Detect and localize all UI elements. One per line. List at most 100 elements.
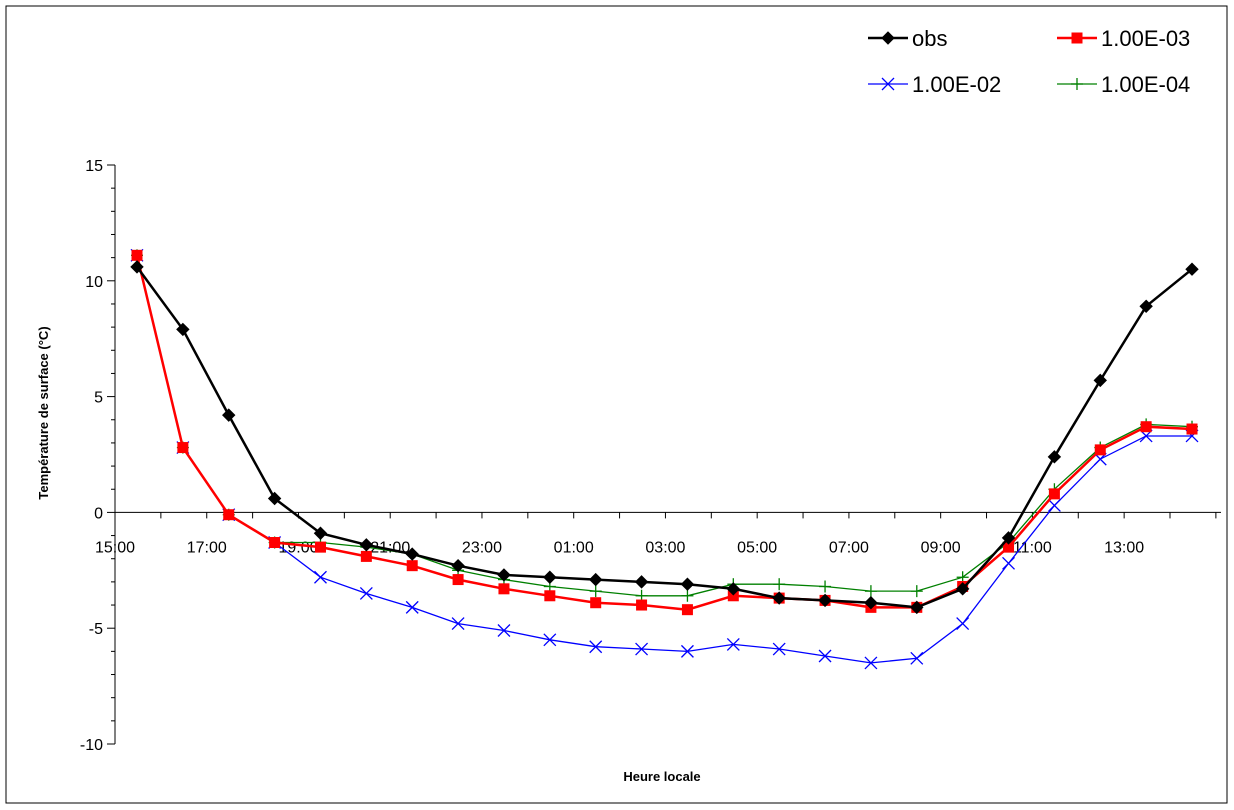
series-layer xyxy=(130,248,1199,670)
data-point-diamond xyxy=(497,568,511,582)
data-point-square xyxy=(498,583,510,595)
legend-label: obs xyxy=(912,26,947,51)
data-point-x xyxy=(314,570,327,584)
legend-item-1.00E-04: 1.00E-04 xyxy=(1057,72,1190,97)
x-tick-label: 15:00 xyxy=(95,539,135,556)
data-point-square xyxy=(544,590,556,602)
data-point-x xyxy=(1047,498,1061,512)
y-tick-label: 10 xyxy=(85,274,103,291)
data-point-x xyxy=(635,642,649,656)
series-1.00E-02 xyxy=(130,248,1199,670)
x-marker-stroke xyxy=(956,617,970,631)
x-marker-stroke xyxy=(359,587,373,600)
data-point-plus xyxy=(910,585,923,598)
series-1.00E-03 xyxy=(131,249,1198,616)
x-tick-label: 07:00 xyxy=(829,539,869,556)
y-axis-title: Température de surface (°C) xyxy=(36,326,51,499)
data-point-square xyxy=(177,442,189,454)
x-marker-stroke xyxy=(314,570,327,584)
data-point-x xyxy=(405,600,419,614)
legend-item-obs: obs xyxy=(868,26,947,51)
data-point-diamond xyxy=(910,600,924,615)
x-tick-label: 17:00 xyxy=(187,539,227,556)
data-point-diamond xyxy=(1001,531,1016,545)
data-point-diamond xyxy=(634,575,649,589)
legend-item-1.00E-02: 1.00E-02 xyxy=(868,72,1001,97)
data-point-plus xyxy=(864,585,877,598)
data-point-x xyxy=(543,633,557,647)
data-point-plus xyxy=(819,580,832,593)
data-point-diamond xyxy=(222,408,236,422)
data-point-x xyxy=(589,640,603,654)
data-point-square xyxy=(636,599,648,611)
data-point-diamond xyxy=(359,538,374,552)
legend-label: 1.00E-04 xyxy=(1101,72,1190,97)
y-tick-label: 0 xyxy=(94,505,103,522)
series-line xyxy=(136,255,1193,597)
legend: obs 1.00E-03 1.00E-02 1.00E-04 xyxy=(868,26,1190,97)
legend-label: 1.00E-02 xyxy=(912,72,1001,97)
data-point-square xyxy=(223,509,235,521)
x-axis-title: Heure locale xyxy=(623,769,700,784)
data-point-plus xyxy=(589,585,602,598)
data-point-square xyxy=(406,560,418,572)
series-line xyxy=(135,255,1193,611)
data-point-square xyxy=(1071,32,1083,44)
x-marker-stroke xyxy=(635,642,649,656)
data-point-diamond xyxy=(1093,373,1107,388)
y-tick-label: 15 xyxy=(85,158,103,175)
data-point-x xyxy=(910,651,924,665)
x-marker-stroke xyxy=(772,642,786,656)
data-point-diamond xyxy=(588,572,603,587)
data-point-square xyxy=(269,537,281,549)
x-tick-label: 23:00 xyxy=(462,539,502,556)
y-tick-label: 5 xyxy=(94,390,103,407)
data-point-plus xyxy=(773,578,786,591)
data-point-x xyxy=(881,77,895,91)
data-point-square xyxy=(452,574,464,586)
x-tick-label: 01:00 xyxy=(554,539,594,556)
x-marker-stroke xyxy=(680,644,694,658)
data-point-x xyxy=(864,656,878,670)
data-point-square xyxy=(1048,488,1060,500)
data-point-diamond xyxy=(864,596,878,610)
legend-label: 1.00E-03 xyxy=(1101,26,1190,51)
data-point-x xyxy=(359,587,373,600)
series-line xyxy=(135,266,1193,609)
data-point-x xyxy=(772,642,786,656)
data-point-diamond xyxy=(176,322,190,337)
data-point-diamond xyxy=(955,582,970,596)
data-point-diamond xyxy=(313,526,328,540)
data-point-x xyxy=(956,617,970,631)
data-point-x xyxy=(451,617,465,631)
data-point-diamond xyxy=(881,31,895,45)
x-marker-stroke xyxy=(864,656,878,670)
data-point-square xyxy=(360,550,372,562)
data-point-diamond xyxy=(818,593,832,608)
data-point-square xyxy=(1186,423,1198,435)
x-marker-stroke xyxy=(1047,498,1061,512)
x-marker-stroke xyxy=(497,624,511,637)
data-point-square xyxy=(1140,421,1152,433)
y-tick-label: -10 xyxy=(80,737,103,754)
data-point-diamond xyxy=(451,558,465,573)
data-point-diamond xyxy=(772,591,786,605)
x-marker-stroke xyxy=(818,649,832,663)
series-line xyxy=(136,255,1192,664)
x-marker-stroke xyxy=(881,77,895,91)
x-tick-label: 11:00 xyxy=(1013,539,1052,556)
x-marker-stroke xyxy=(405,600,419,614)
data-point-square xyxy=(681,604,693,616)
chart-border xyxy=(5,5,1228,804)
data-point-diamond xyxy=(130,260,144,274)
data-point-x xyxy=(726,637,740,651)
x-marker-stroke xyxy=(543,633,557,647)
x-marker-stroke xyxy=(726,637,740,651)
data-point-x xyxy=(680,644,694,658)
data-point-x xyxy=(818,649,832,663)
x-tick-label: 13:00 xyxy=(1104,539,1144,556)
data-point-plus xyxy=(1071,78,1083,90)
data-point-diamond xyxy=(543,570,557,584)
